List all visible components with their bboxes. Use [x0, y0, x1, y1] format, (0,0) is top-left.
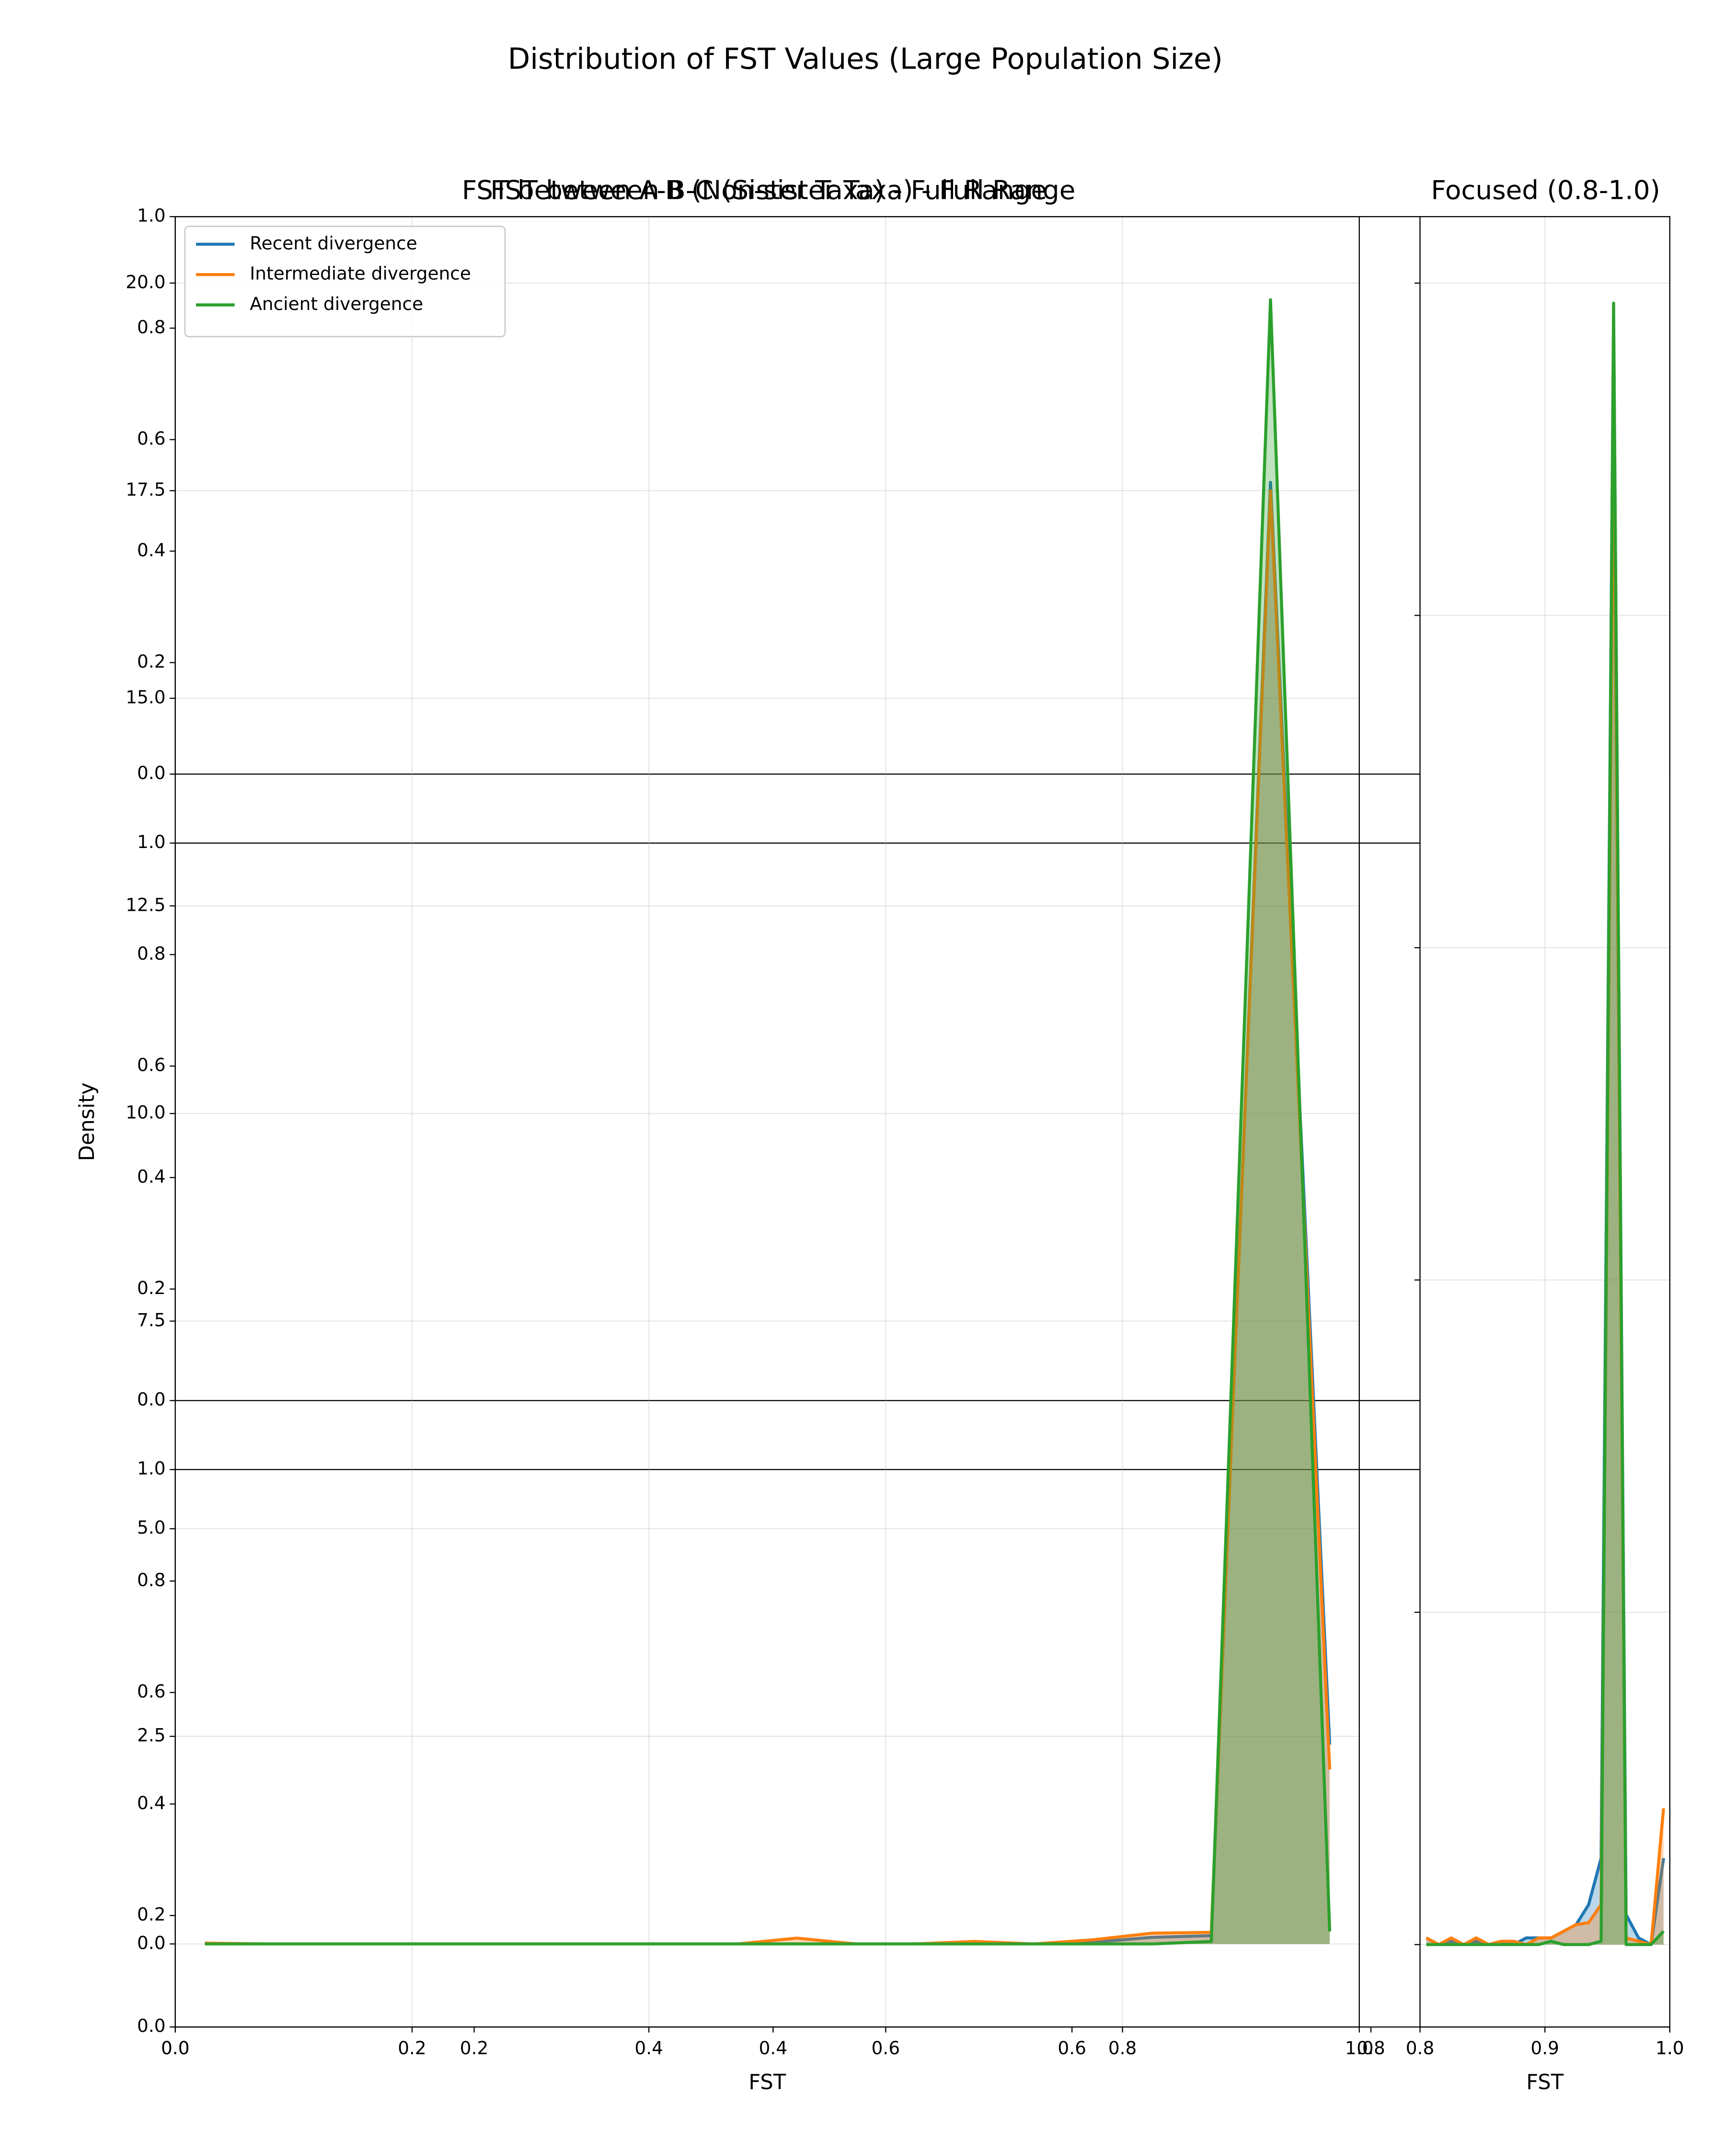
- x-tick-label: 0.6: [1058, 2037, 1086, 2058]
- x-tick-label: 0.4: [634, 2037, 663, 2058]
- y-tick-label: 0.8: [137, 316, 166, 337]
- legend-label: Recent divergence: [250, 232, 417, 253]
- y-tick-label: 0.4: [137, 539, 166, 561]
- y-tick-label: 0.6: [137, 1055, 166, 1076]
- y-axis-label: Density: [75, 1082, 99, 1161]
- y-tick-label: 0.2: [137, 651, 166, 672]
- legend-label: Intermediate divergence: [250, 263, 471, 284]
- x-tick-label: 0.9: [1530, 2037, 1559, 2058]
- figure-title: Distribution of FST Values (Large Popula…: [508, 42, 1223, 76]
- y-tick-label: 0.8: [137, 943, 166, 964]
- x-axis-label: FST: [1526, 2070, 1564, 2094]
- y-tick-label: 0.0: [137, 1932, 166, 1953]
- series-line: [205, 298, 1332, 1946]
- y-tick-label: 1.0: [137, 205, 166, 226]
- axes-background: [1420, 217, 1670, 2027]
- x-tick-label: 0.8: [1406, 2037, 1435, 2058]
- x-tick-label: 1.0: [1345, 2037, 1374, 2058]
- y-tick-label: 2.5: [137, 1725, 166, 1746]
- y-tick-label: 0.6: [137, 1681, 166, 1702]
- axes-frame: [174, 216, 1360, 2028]
- y-tick-label: 12.5: [126, 894, 165, 915]
- x-tick-label: 0.2: [460, 2037, 489, 2058]
- legend-box: [184, 225, 506, 338]
- y-tick-label: 0.4: [137, 1166, 166, 1187]
- series-line: [1426, 301, 1665, 1946]
- legend-label: Ancient divergence: [250, 293, 423, 314]
- y-tick-label: 0.2: [137, 1277, 166, 1298]
- y-tick-label: 7.5: [137, 1309, 166, 1330]
- y-tick-label: 5.0: [137, 1517, 166, 1538]
- y-tick-label: 10.0: [126, 1102, 165, 1123]
- x-tick-label: 0.8: [1108, 2037, 1137, 2058]
- x-tick-label: 0.8: [1357, 2037, 1385, 2058]
- x-tick-label: 0.0: [161, 2037, 190, 2058]
- y-tick-label: 0.4: [137, 1792, 166, 1813]
- y-tick-label: 0.2: [137, 1904, 166, 1925]
- axes-title: FST between B-C (Sister Taxa) - Full Ran…: [490, 174, 1047, 205]
- y-tick-label: 20.0: [126, 271, 165, 292]
- x-tick-label: 0.4: [759, 2037, 788, 2058]
- x-axis-label: FST: [748, 2070, 786, 2094]
- y-tick-label: 15.0: [126, 687, 165, 708]
- y-tick-label: 1.0: [137, 1458, 166, 1479]
- y-tick-label: 1.0: [137, 831, 166, 852]
- x-tick-label: 1.0: [1656, 2037, 1684, 2058]
- x-tick-label: 0.6: [872, 2037, 900, 2058]
- axes-title: Focused (0.8-1.0): [1431, 174, 1660, 205]
- y-tick-label: 0.0: [137, 762, 166, 783]
- y-tick-label: 0.0: [137, 1389, 166, 1410]
- x-tick-label: 1.0: [1656, 2037, 1684, 2058]
- y-tick-label: 17.5: [126, 479, 165, 500]
- x-tick-label: 0.2: [398, 2037, 426, 2058]
- axes-title: FST between A-B (Non-sister Taxa) - Full…: [462, 174, 1076, 205]
- axes-frame: [1419, 216, 1670, 2028]
- x-tick-label: 0.0: [161, 2037, 190, 2058]
- y-tick-label: 0.6: [137, 428, 166, 449]
- y-tick-label: 0.0: [137, 2015, 166, 2036]
- y-tick-label: 0.8: [137, 1569, 166, 1590]
